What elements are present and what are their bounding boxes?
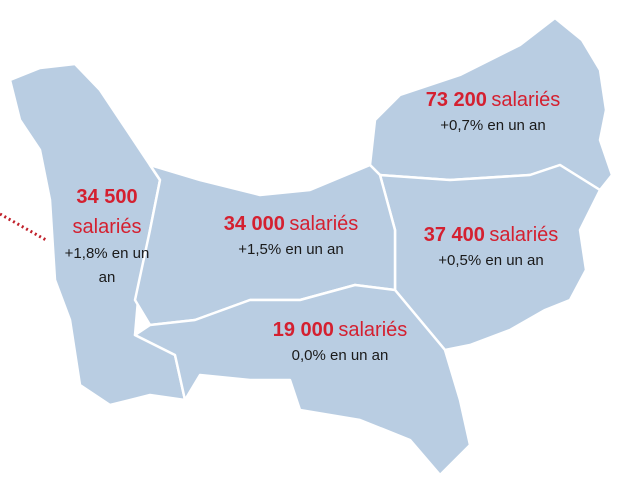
orne — [133, 283, 472, 477]
dotted-link — [0, 212, 47, 242]
region-label: 19 000 salariés 0,0% en un an — [240, 318, 440, 366]
value: 73 200 — [425, 89, 487, 111]
unit: salariés — [72, 216, 142, 238]
unit: salariés — [489, 224, 559, 246]
region-label: 37 400 salariés +0,5% en un an — [396, 223, 586, 271]
region-label: 34 500 salariés +1,8% en un an — [62, 182, 152, 290]
unit: salariés — [289, 213, 359, 235]
unit: salariés — [338, 319, 408, 341]
change: +0,7% en un an — [440, 117, 546, 134]
change: +1,5% en un an — [238, 241, 344, 258]
value: 34 500 — [76, 186, 138, 208]
change: 0,0% en un an — [291, 347, 389, 364]
value: 34 000 — [223, 213, 285, 235]
region-label: 34 000 salariés +1,5% en un an — [191, 212, 391, 260]
region-label: 73 200 salariés +0,7% en un an — [393, 88, 593, 136]
unit: salariés — [491, 89, 561, 111]
change: +1,8% en un an — [64, 245, 150, 286]
value: 37 400 — [423, 224, 485, 246]
value: 19 000 — [272, 319, 334, 341]
change: +0,5% en un an — [438, 252, 544, 269]
